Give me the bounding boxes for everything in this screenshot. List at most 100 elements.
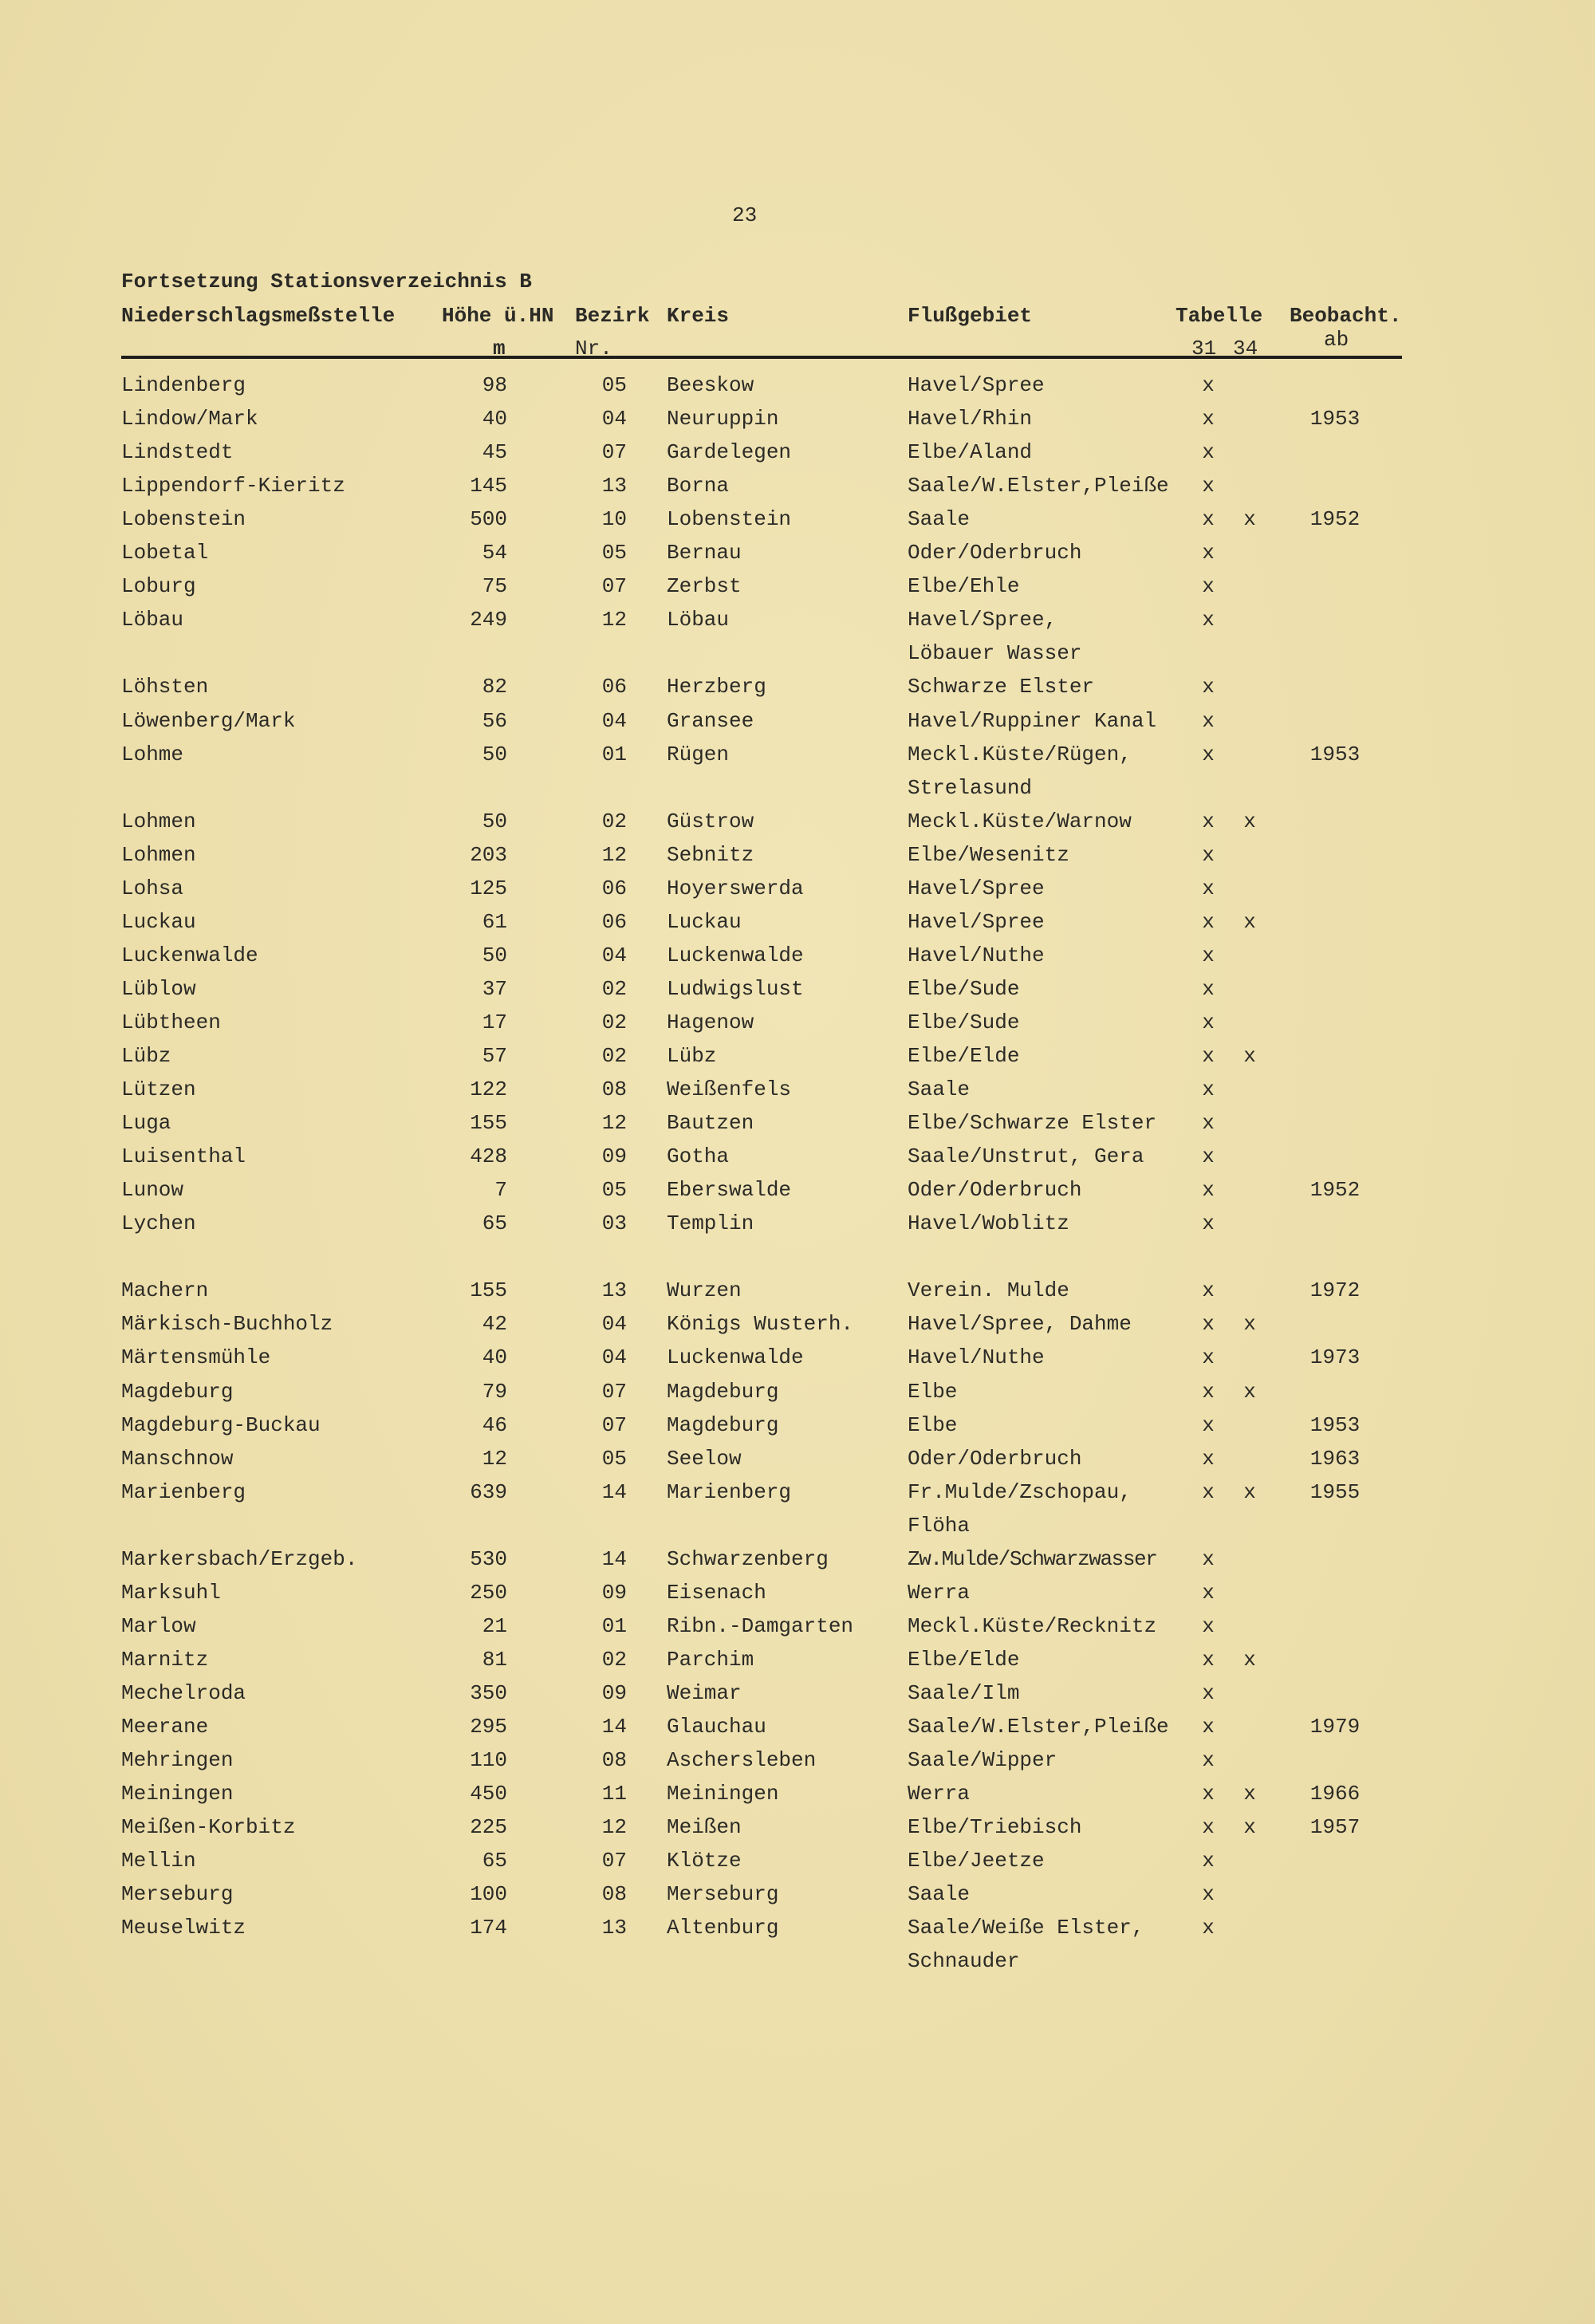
observation-since: 1979	[1309, 1715, 1361, 1739]
table-31-mark: x	[1202, 1613, 1215, 1638]
river-basin: Elbe	[908, 1412, 958, 1437]
district-number: 03	[601, 1211, 627, 1236]
district-number: 05	[601, 541, 627, 565]
table-34-mark: x	[1243, 1479, 1256, 1504]
observation-since: 1957	[1309, 1815, 1361, 1840]
elevation: 100	[470, 1882, 507, 1907]
station-name: Lohsa	[121, 876, 184, 900]
elevation: 42	[482, 1312, 507, 1337]
river-basin: Havel/Rhin	[908, 407, 1033, 431]
county: Eberswalde	[667, 1178, 792, 1203]
district-number: 01	[601, 742, 627, 766]
river-basin: Werra	[908, 1580, 971, 1605]
county: Königs Wusterh.	[667, 1312, 854, 1337]
district-number: 07	[601, 574, 627, 599]
table-31-mark: x	[1202, 1312, 1215, 1337]
table-31-mark: x	[1202, 1680, 1215, 1705]
district-number: 06	[601, 675, 627, 699]
elevation: 46	[482, 1412, 507, 1437]
header-station: Niederschlagsmeßstelle	[121, 304, 396, 328]
river-basin: Saale	[908, 1077, 971, 1102]
county: Hoyerswerda	[667, 876, 804, 900]
header-tabelle-34: 34	[1233, 337, 1258, 360]
elevation: 17	[482, 1010, 507, 1034]
table-31-mark: x	[1202, 1144, 1215, 1169]
county: Ludwigslust	[667, 976, 804, 1001]
station-name: Marlow	[121, 1613, 196, 1638]
elevation: 82	[482, 675, 507, 699]
station-name: Lobetal	[121, 541, 209, 565]
station-name: Märtensmühle	[121, 1345, 271, 1370]
river-basin: Saale/W.Elster,Pleiße	[908, 474, 1169, 498]
elevation: 54	[482, 541, 507, 565]
table-31-mark: x	[1202, 1916, 1215, 1940]
table-31-mark: x	[1202, 1044, 1215, 1068]
station-name: Lychen	[121, 1211, 196, 1236]
elevation: 7	[494, 1178, 507, 1203]
table-31-mark: x	[1202, 1580, 1215, 1605]
district-number: 10	[601, 507, 627, 532]
table-31-mark: x	[1202, 1446, 1215, 1471]
county: Luckenwalde	[667, 943, 804, 967]
table-34-mark: x	[1243, 1312, 1256, 1337]
elevation: 57	[482, 1044, 507, 1068]
station-name: Löwenberg/Mark	[121, 708, 296, 733]
river-basin: Schwarze Elster	[908, 675, 1095, 699]
header-hoehe: Höhe ü.HN	[442, 304, 554, 328]
observation-since: 1955	[1309, 1479, 1361, 1504]
elevation: 530	[470, 1546, 507, 1571]
district-number: 14	[601, 1479, 627, 1504]
county: Weimar	[667, 1680, 742, 1705]
county: Hagenow	[667, 1010, 754, 1034]
river-basin: Havel/Ruppiner Kanal	[908, 708, 1157, 733]
header-hoehe-unit: m	[493, 337, 506, 360]
table-31-mark: x	[1202, 608, 1215, 632]
table-31-mark: x	[1202, 1782, 1215, 1806]
station-name: Mechelroda	[121, 1680, 246, 1705]
elevation: 45	[482, 440, 507, 465]
table-34-mark: x	[1243, 909, 1256, 934]
district-number: 04	[601, 1312, 627, 1337]
station-name: Meißen-Korbitz	[121, 1815, 296, 1840]
page-number: 23	[732, 203, 758, 227]
river-basin-continuation: Löbauer Wasser	[908, 641, 1082, 666]
station-name: Lohme	[121, 742, 184, 766]
observation-since: 1972	[1309, 1278, 1361, 1303]
table-31-mark: x	[1202, 1479, 1215, 1504]
station-name: Meiningen	[121, 1782, 234, 1806]
river-basin: Saale/Weiße Elster,	[908, 1916, 1144, 1940]
table-31-mark: x	[1202, 474, 1215, 498]
county: Beeskow	[667, 373, 754, 397]
district-number: 12	[601, 842, 627, 867]
district-number: 11	[601, 1782, 627, 1806]
district-number: 04	[601, 407, 627, 431]
table-31-mark: x	[1202, 407, 1215, 431]
station-name: Löhsten	[121, 675, 209, 699]
header-beobacht-ab: ab	[1324, 328, 1349, 352]
station-name: Magdeburg	[121, 1379, 234, 1404]
table-31-mark: x	[1202, 1715, 1215, 1739]
station-name: Merseburg	[121, 1882, 234, 1907]
station-name: Lobenstein	[121, 507, 246, 532]
table-31-mark: x	[1202, 842, 1215, 867]
elevation: 145	[470, 474, 507, 498]
county: Neuruppin	[667, 407, 779, 431]
county: Schwarzenberg	[667, 1546, 829, 1571]
district-number: 02	[601, 1044, 627, 1068]
river-basin-continuation: Schnauder	[908, 1949, 1020, 1974]
station-name: Lindenberg	[121, 373, 246, 397]
elevation: 40	[482, 1345, 507, 1370]
county: Marienberg	[667, 1479, 792, 1504]
table-31-mark: x	[1202, 909, 1215, 934]
observation-since: 1953	[1309, 742, 1361, 766]
river-basin: Havel/Spree	[908, 909, 1045, 934]
table-31-mark: x	[1202, 675, 1215, 699]
district-number: 07	[601, 1379, 627, 1404]
station-name: Meuselwitz	[121, 1916, 246, 1940]
table-31-mark: x	[1202, 440, 1215, 465]
river-basin: Elbe	[908, 1379, 958, 1404]
observation-since: 1953	[1309, 407, 1361, 431]
district-number: 09	[601, 1580, 627, 1605]
district-number: 13	[601, 474, 627, 498]
county: Meißen	[667, 1815, 742, 1840]
